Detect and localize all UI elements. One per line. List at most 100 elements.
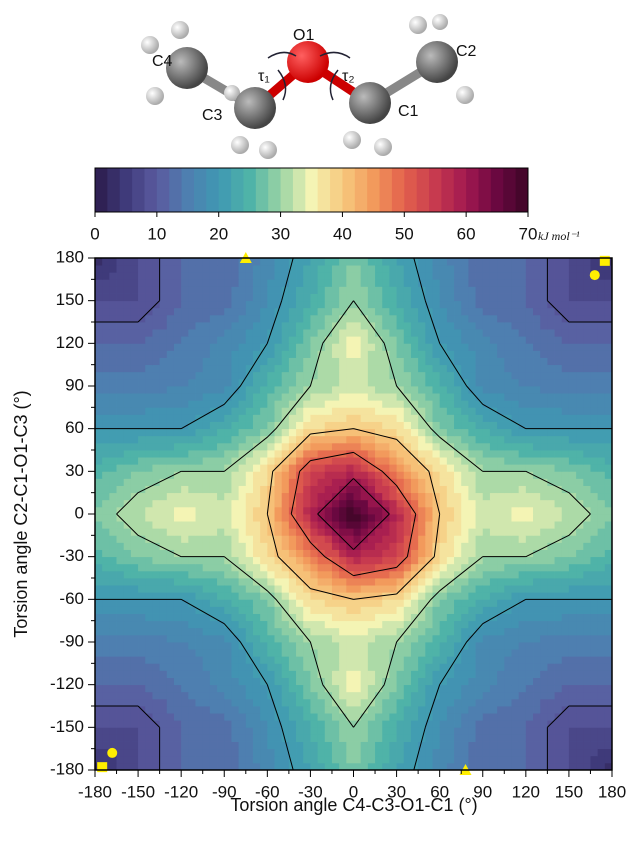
field-cell bbox=[160, 642, 168, 650]
field-cell bbox=[267, 742, 275, 750]
field-cell bbox=[590, 436, 598, 444]
field-cell bbox=[411, 635, 419, 643]
field-cell bbox=[555, 400, 563, 408]
field-cell bbox=[231, 535, 239, 543]
field-cell bbox=[296, 635, 304, 643]
field-cell bbox=[174, 571, 182, 579]
field-cell bbox=[239, 457, 247, 465]
field-cell bbox=[476, 692, 484, 700]
field-cell bbox=[210, 528, 218, 536]
field-cell bbox=[167, 308, 175, 316]
field-cell bbox=[425, 464, 433, 472]
field-cell bbox=[425, 649, 433, 657]
field-cell bbox=[346, 642, 354, 650]
field-cell bbox=[210, 301, 218, 309]
field-cell bbox=[188, 365, 196, 373]
field-cell bbox=[346, 457, 354, 465]
field-cell bbox=[124, 642, 132, 650]
field-cell bbox=[389, 322, 397, 330]
colorbar-swatch bbox=[466, 168, 479, 212]
field-cell bbox=[310, 407, 318, 415]
field-cell bbox=[461, 350, 469, 358]
field-cell bbox=[576, 550, 584, 558]
field-cell bbox=[138, 386, 146, 394]
field-cell bbox=[124, 358, 132, 366]
field-cell bbox=[188, 742, 196, 750]
field-cell bbox=[483, 450, 491, 458]
field-cell bbox=[569, 692, 577, 700]
field-cell bbox=[124, 649, 132, 657]
field-cell bbox=[246, 279, 254, 287]
field-cell bbox=[117, 592, 125, 600]
field-cell bbox=[346, 521, 354, 529]
field-cell bbox=[188, 706, 196, 714]
field-cell bbox=[346, 699, 354, 707]
field-cell bbox=[454, 621, 462, 629]
field-cell bbox=[174, 642, 182, 650]
field-cell bbox=[239, 542, 247, 550]
field-cell bbox=[598, 386, 606, 394]
field-cell bbox=[368, 386, 376, 394]
field-cell bbox=[152, 336, 160, 344]
field-cell bbox=[540, 635, 548, 643]
field-cell bbox=[447, 599, 455, 607]
field-cell bbox=[289, 286, 297, 294]
field-cell bbox=[217, 699, 225, 707]
field-cell bbox=[490, 486, 498, 494]
field-cell bbox=[339, 500, 347, 508]
field-cell bbox=[425, 756, 433, 764]
field-cell bbox=[109, 393, 117, 401]
field-cell bbox=[303, 649, 311, 657]
field-cell bbox=[102, 649, 110, 657]
field-cell bbox=[590, 301, 598, 309]
field-cell bbox=[303, 500, 311, 508]
field-cell bbox=[562, 528, 570, 536]
field-cell bbox=[246, 471, 254, 479]
field-cell bbox=[224, 286, 232, 294]
field-cell bbox=[138, 550, 146, 558]
field-cell bbox=[346, 329, 354, 337]
field-cell bbox=[361, 322, 369, 330]
field-cell bbox=[325, 528, 333, 536]
field-cell bbox=[382, 486, 390, 494]
field-cell bbox=[239, 443, 247, 451]
field-cell bbox=[303, 606, 311, 614]
field-cell bbox=[440, 471, 448, 479]
field-cell bbox=[231, 265, 239, 273]
field-cell bbox=[447, 734, 455, 742]
field-cell bbox=[562, 457, 570, 465]
field-cell bbox=[188, 628, 196, 636]
field-cell bbox=[468, 414, 476, 422]
field-cell bbox=[583, 713, 591, 721]
field-cell bbox=[117, 734, 125, 742]
field-cell bbox=[267, 542, 275, 550]
field-cell bbox=[411, 336, 419, 344]
field-cell bbox=[239, 528, 247, 536]
field-cell bbox=[181, 258, 189, 266]
field-cell bbox=[117, 571, 125, 579]
field-cell bbox=[346, 407, 354, 415]
field-cell bbox=[533, 336, 541, 344]
field-cell bbox=[224, 500, 232, 508]
field-cell bbox=[217, 422, 225, 430]
field-cell bbox=[124, 564, 132, 572]
field-cell bbox=[411, 450, 419, 458]
field-cell bbox=[432, 571, 440, 579]
field-cell bbox=[217, 358, 225, 366]
field-cell bbox=[124, 578, 132, 586]
field-cell bbox=[354, 606, 362, 614]
field-cell bbox=[411, 621, 419, 629]
field-cell bbox=[540, 642, 548, 650]
field-cell bbox=[354, 642, 362, 650]
field-cell bbox=[339, 422, 347, 430]
field-cell bbox=[555, 550, 563, 558]
field-cell bbox=[282, 756, 290, 764]
field-cell bbox=[181, 464, 189, 472]
field-cell bbox=[231, 322, 239, 330]
field-cell bbox=[117, 493, 125, 501]
field-cell bbox=[576, 514, 584, 522]
field-cell bbox=[231, 606, 239, 614]
field-cell bbox=[203, 656, 211, 664]
field-cell bbox=[339, 663, 347, 671]
field-cell bbox=[318, 606, 326, 614]
